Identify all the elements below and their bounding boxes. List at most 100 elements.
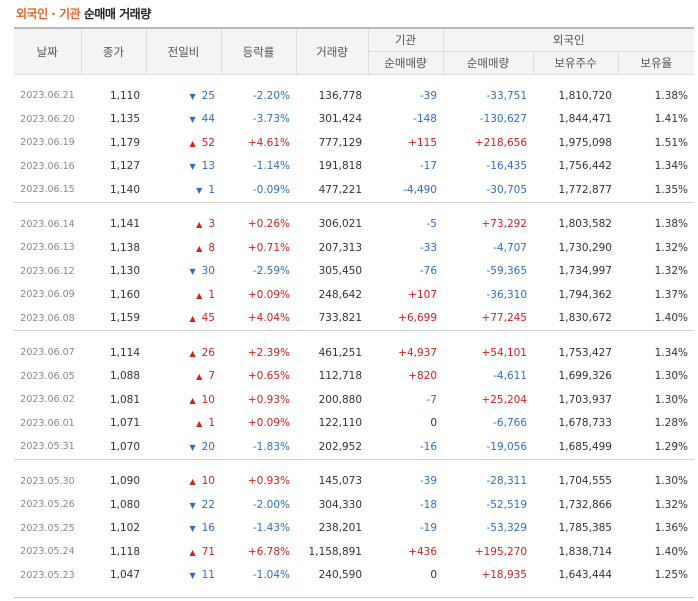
cell-rate: -3.73% xyxy=(252,113,290,126)
cell-volume: 122,110 xyxy=(318,417,362,430)
group-separator xyxy=(14,75,694,85)
cell-close: 1,179 xyxy=(109,136,140,149)
table-row: 2023.06.14 1,141 ▲ 3 +0.26% 306,021 -5 +73,292 1… xyxy=(14,213,694,237)
cell-change: ▲ 71 xyxy=(146,540,221,564)
cell-inst-net: -39 xyxy=(419,475,437,488)
down-arrow-icon: ▼ xyxy=(189,571,196,581)
up-arrow-icon: ▲ xyxy=(189,314,196,324)
table-row: 2023.06.01 1,071 ▲ 1 +0.09% 122,110 0 -6,766 1,6… xyxy=(14,412,694,436)
cell-foreign-ratio: 1.37% xyxy=(654,288,688,301)
cell-inst-net: -76 xyxy=(419,265,437,278)
cell-date: 2023.06.05 xyxy=(20,370,75,382)
cell-date: 2023.06.13 xyxy=(20,242,75,254)
cell-volume: 240,590 xyxy=(318,569,362,582)
cell-change: ▼ 11 xyxy=(146,564,221,588)
cell-foreign-shares: 1,785,385 xyxy=(558,522,612,535)
up-arrow-icon: ▲ xyxy=(189,138,196,148)
cell-foreign-net: -4,611 xyxy=(493,370,527,383)
up-arrow-icon: ▲ xyxy=(189,395,196,405)
cell-inst-net: +115 xyxy=(408,136,437,149)
cell-rate: +0.71% xyxy=(247,241,290,254)
header-volume: 거래량 xyxy=(295,27,368,75)
cell-close: 1,159 xyxy=(109,312,140,325)
cell-rate: -0.09% xyxy=(252,183,290,196)
cell-foreign-ratio: 1.41% xyxy=(654,113,688,126)
change-value: 44 xyxy=(201,113,215,126)
cell-volume: 304,330 xyxy=(318,498,362,511)
change-value: 45 xyxy=(201,312,215,325)
table-row: 2023.06.08 1,159 ▲ 45 +4.04% 733,821 +6,699 +77… xyxy=(14,307,694,331)
cell-foreign-shares: 1,810,720 xyxy=(558,89,612,102)
table-row: 2023.05.23 1,047 ▼ 11 -1.04% 240,590 0 +18,935 1… xyxy=(14,564,694,588)
cell-foreign-net: -16,435 xyxy=(486,160,527,173)
cell-foreign-net: +18,935 xyxy=(481,569,527,582)
cell-date: 2023.05.26 xyxy=(20,499,75,511)
cell-rate: +0.93% xyxy=(247,475,290,488)
cell-foreign-net: -19,056 xyxy=(486,440,527,453)
cell-change: ▲ 10 xyxy=(146,470,221,494)
cell-date: 2023.06.08 xyxy=(20,312,75,324)
cell-foreign-shares: 1,844,471 xyxy=(558,113,612,126)
cell-change: ▲ 8 xyxy=(146,236,221,260)
cell-close: 1,090 xyxy=(109,475,140,488)
cell-volume: 461,251 xyxy=(318,346,362,359)
cell-foreign-ratio: 1.32% xyxy=(654,498,688,511)
cell-close: 1,160 xyxy=(109,288,140,301)
header-rate: 등락률 xyxy=(220,27,296,75)
cell-rate: -1.04% xyxy=(252,569,290,582)
change-value: 10 xyxy=(201,475,215,488)
cell-change: ▲ 3 xyxy=(146,213,221,237)
change-value: 30 xyxy=(201,265,215,278)
change-value: 11 xyxy=(201,569,215,582)
header-date: 날짜 xyxy=(14,27,81,75)
cell-volume: 136,778 xyxy=(318,89,362,102)
cell-inst-net: +107 xyxy=(408,288,437,301)
cell-foreign-shares: 1,772,877 xyxy=(558,183,612,196)
cell-inst-net: -4,490 xyxy=(403,183,437,196)
cell-foreign-ratio: 1.30% xyxy=(654,370,688,383)
cell-close: 1,135 xyxy=(109,113,140,126)
cell-volume: 207,313 xyxy=(318,241,362,254)
group-spacer xyxy=(14,460,694,470)
cell-date: 2023.06.15 xyxy=(20,184,75,196)
cell-volume: 191,818 xyxy=(318,160,362,173)
cell-foreign-ratio: 1.36% xyxy=(654,522,688,535)
cell-change: ▼ 16 xyxy=(146,517,221,541)
header-foreign-ratio: 보유율 xyxy=(617,51,694,75)
up-arrow-icon: ▲ xyxy=(196,419,203,429)
cell-foreign-shares: 1,703,937 xyxy=(558,393,612,406)
cell-foreign-shares: 1,685,499 xyxy=(558,440,612,453)
cell-foreign-shares: 1,838,714 xyxy=(558,545,612,558)
title-net-volume: 순매매 거래량 xyxy=(83,7,151,21)
table-row: 2023.06.16 1,127 ▼ 13 -1.14% 191,818 -17 -16,43… xyxy=(14,155,694,179)
cell-date: 2023.06.14 xyxy=(20,218,75,230)
cell-inst-net: -148 xyxy=(413,113,437,126)
cell-inst-net: -39 xyxy=(419,89,437,102)
table-row: 2023.06.13 1,138 ▲ 8 +0.71% 207,313 -33 -4,707 1… xyxy=(14,236,694,260)
cell-change: ▼ 30 xyxy=(146,260,221,284)
cell-inst-net: -5 xyxy=(426,218,437,231)
table-row: 2023.05.30 1,090 ▲ 10 +0.93% 145,073 -39 -28,31… xyxy=(14,470,694,494)
cell-change: ▲ 26 xyxy=(146,341,221,365)
cell-rate: +0.09% xyxy=(247,288,290,301)
cell-foreign-shares: 1,704,555 xyxy=(558,475,612,488)
change-value: 13 xyxy=(201,160,215,173)
cell-foreign-net: -53,329 xyxy=(486,522,527,535)
cell-foreign-shares: 1,756,442 xyxy=(558,160,612,173)
cell-close: 1,102 xyxy=(109,522,140,535)
cell-volume: 777,129 xyxy=(318,136,362,149)
cell-date: 2023.06.20 xyxy=(20,113,75,125)
cell-change: ▼ 25 xyxy=(146,84,221,108)
cell-inst-net: -19 xyxy=(419,522,437,535)
group-separator xyxy=(14,330,694,331)
cell-foreign-ratio: 1.51% xyxy=(654,136,688,149)
cell-foreign-ratio: 1.38% xyxy=(654,89,688,102)
cell-foreign-shares: 1,830,672 xyxy=(558,312,612,325)
cell-date: 2023.06.16 xyxy=(20,160,75,172)
group-separator xyxy=(14,201,694,203)
cell-volume: 301,424 xyxy=(318,113,362,126)
cell-date: 2023.06.12 xyxy=(20,265,75,277)
cell-close: 1,127 xyxy=(109,160,140,173)
cell-volume: 733,821 xyxy=(318,312,362,325)
cell-foreign-net: -52,519 xyxy=(486,498,527,511)
